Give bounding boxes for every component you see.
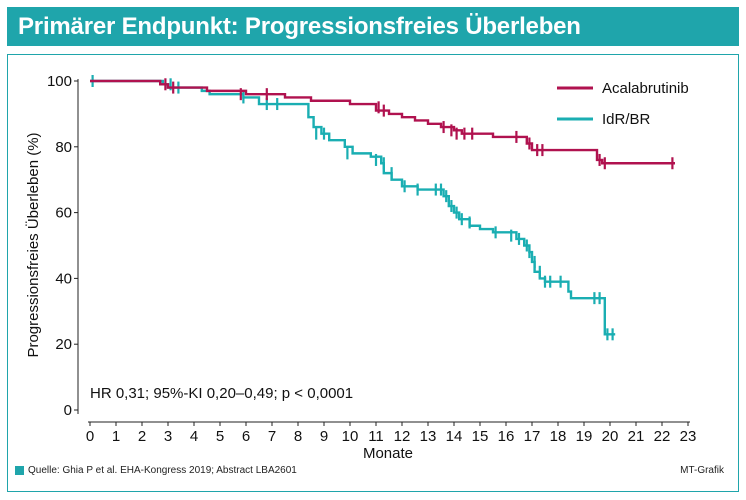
series-line-idr-br: [90, 79, 616, 336]
x-tick-label: 4: [190, 428, 198, 445]
x-tick-label: 12: [394, 428, 411, 445]
legend: Acalabrutinib IdR/BR: [557, 80, 689, 128]
y-tick-label: 20: [55, 336, 72, 353]
x-tick-label: 5: [216, 428, 224, 445]
y-tick-label: 80: [55, 139, 72, 156]
x-tick-label: 23: [680, 428, 697, 445]
x-tick-label: 2: [138, 428, 146, 445]
source-marker: [15, 466, 24, 475]
y-tick-label: 40: [55, 270, 72, 287]
x-tick-label: 14: [446, 428, 463, 445]
credit-note: MT-Grafik: [680, 465, 724, 476]
x-tick-label: 6: [242, 428, 250, 445]
x-tick-label: 21: [628, 428, 645, 445]
source-note: Quelle: Ghia P et al. EHA-Kongress 2019;…: [28, 465, 297, 476]
y-axis-label: Progressionsfreies Überleben (%): [24, 132, 42, 357]
page-title: Primärer Endpunkt: Progressionsfreies Üb…: [7, 7, 739, 46]
x-axis-label: Monate: [363, 445, 413, 462]
x-tick-label: 7: [268, 428, 276, 445]
x-tick-label: 17: [524, 428, 541, 445]
y-tick-label: 60: [55, 205, 72, 222]
x-tick-label: 8: [294, 428, 302, 445]
x-tick-label: 9: [320, 428, 328, 445]
x-tick-label: 20: [602, 428, 619, 445]
x-tick-label: 16: [498, 428, 515, 445]
x-tick-label: 1: [112, 428, 120, 445]
series-line-acalabrutinib: [90, 79, 675, 165]
hr-annotation: HR 0,31; 95%-KI 0,20–0,49; p < 0,0001: [90, 385, 353, 402]
legend-label-acalabrutinib: Acalabrutinib: [602, 80, 689, 97]
x-tick-label: 0: [86, 428, 94, 445]
x-tick-label: 22: [654, 428, 671, 445]
x-tick-label: 15: [472, 428, 489, 445]
x-tick-label: 11: [368, 428, 384, 445]
x-tick-label: 13: [420, 428, 437, 445]
x-tick-label: 3: [164, 428, 172, 445]
x-tick-label: 19: [576, 428, 593, 445]
y-tick-label: 100: [47, 73, 72, 90]
x-tick-label: 18: [550, 428, 567, 445]
chart-frame: [7, 54, 739, 492]
series-layer: [90, 75, 675, 341]
legend-label-idr-br: IdR/BR: [602, 111, 651, 128]
y-tick-label: 0: [64, 402, 72, 419]
x-tick-label: 10: [342, 428, 359, 445]
